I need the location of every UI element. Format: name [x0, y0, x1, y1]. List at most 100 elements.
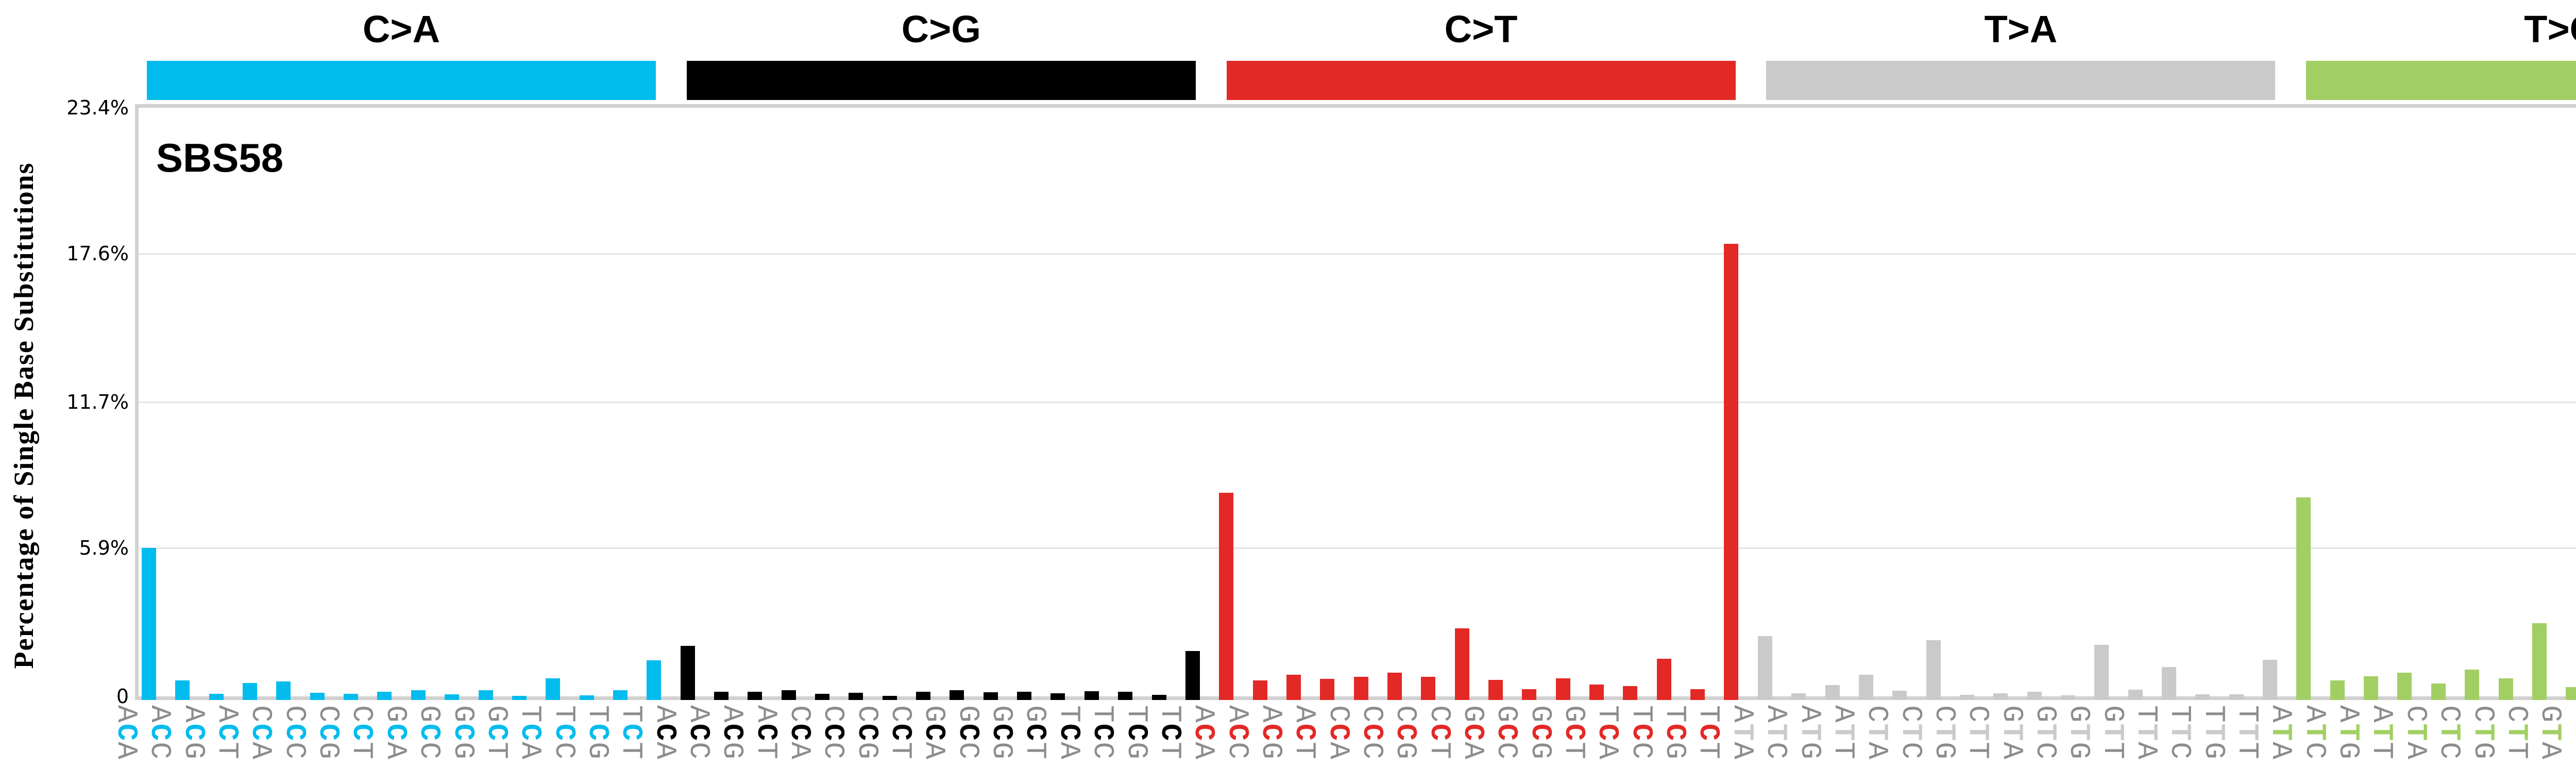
category-label-T>A: T>A	[1984, 7, 2058, 51]
context-label-C>A-TCT: TCT	[615, 705, 648, 760]
signature-title: SBS58	[156, 135, 284, 180]
context-base: T	[1288, 742, 1321, 760]
context-base: A	[2264, 742, 2298, 760]
context-label-T>A-TTA: TTA	[2130, 705, 2163, 760]
bar-C>G-GCA	[950, 690, 964, 700]
context-base: C	[1961, 705, 1995, 724]
context-base: G	[379, 705, 412, 724]
context-base: T	[1961, 742, 1995, 760]
context-base: T	[1120, 705, 1153, 724]
context-base: C	[783, 705, 816, 724]
context-base: G	[2062, 742, 2096, 760]
mutated-base: C	[1456, 723, 1489, 742]
context-base: G	[2197, 742, 2230, 760]
context-base: A	[1793, 705, 1826, 724]
bar-C>G-ACA	[680, 646, 695, 700]
context-base: A	[1995, 742, 2028, 760]
context-base: T	[1658, 705, 1692, 724]
context-base: C	[1894, 742, 1927, 760]
context-base: G	[1557, 705, 1591, 724]
bar-C>G-GCG	[1017, 692, 1032, 700]
context-base: T	[514, 705, 547, 724]
mutated-base: C	[581, 723, 614, 742]
mutated-base: T	[1793, 723, 1826, 742]
context-base: A	[1187, 705, 1221, 724]
bar-T>A-CTC	[1926, 640, 1941, 700]
mutated-base: C	[278, 723, 311, 742]
bar-T>A-GTT	[2128, 689, 2143, 700]
mutated-base: C	[1321, 723, 1355, 742]
context-label-T>A-TTT: TTT	[2231, 705, 2264, 760]
context-base: G	[1389, 742, 1422, 760]
mutated-base: T	[2231, 723, 2264, 742]
bar-C>G-CCA	[815, 694, 829, 700]
context-base: A	[514, 742, 547, 760]
context-base: T	[2231, 705, 2264, 724]
mutated-base: C	[951, 723, 985, 742]
context-label-C>A-CCG: CCG	[312, 705, 345, 760]
mutated-base: C	[1389, 723, 1422, 742]
context-base: C	[1894, 705, 1927, 724]
mutated-base: T	[2096, 723, 2129, 742]
context-base: A	[1725, 705, 1759, 724]
context-base: C	[682, 742, 715, 760]
context-base: T	[2365, 742, 2399, 760]
context-label-C>A-ACG: ACG	[177, 705, 210, 760]
bar-T>A-ATC	[1791, 693, 1806, 700]
mutated-base: C	[1658, 723, 1692, 742]
context-base: G	[2028, 705, 2062, 724]
context-base: G	[1523, 705, 1557, 724]
context-label-C>A-GCC: GCC	[413, 705, 446, 760]
bar-C>T-CCC	[1387, 673, 1402, 700]
context-label-C>G-CCT: CCT	[884, 705, 917, 760]
mutated-base: C	[783, 723, 816, 742]
mutated-base: C	[177, 723, 210, 742]
bar-T>A-TTC	[2195, 694, 2210, 700]
bar-C>T-CCA	[1353, 676, 1368, 700]
context-base: G	[985, 705, 1019, 724]
context-base: T	[1153, 742, 1187, 760]
context-label-T>C-GTC: GTC	[2568, 705, 2576, 760]
context-base: T	[2197, 705, 2230, 724]
context-base: T	[1591, 705, 1624, 724]
context-label-C>T-TCA: TCA	[1591, 705, 1624, 760]
context-label-C>G-ACA: ACA	[648, 705, 682, 760]
context-label-C>A-ACC: ACC	[143, 705, 177, 760]
context-base: G	[2568, 705, 2576, 724]
context-label-T>C-CTA: CTA	[2399, 705, 2432, 760]
bar-C>T-GCC	[1522, 689, 1537, 700]
context-base: T	[1153, 705, 1187, 724]
context-label-C>G-CCC: CCC	[817, 705, 850, 760]
bar-C>A-ACG	[209, 694, 224, 700]
context-label-C>T-GCA: GCA	[1456, 705, 1489, 760]
context-label-C>T-CCG: CCG	[1389, 705, 1422, 760]
bar-T>A-ATT	[1858, 674, 1873, 700]
context-base: C	[1927, 705, 1961, 724]
context-label-C>T-GCC: GCC	[1490, 705, 1523, 760]
context-base: G	[1456, 705, 1489, 724]
context-label-C>G-ACT: ACT	[750, 705, 783, 760]
bar-C>A-GCA	[411, 690, 426, 700]
bar-C>A-TCC	[579, 695, 594, 700]
context-label-C>A-TCA: TCA	[514, 705, 547, 760]
context-label-T>A-CTT: CTT	[1961, 705, 1995, 760]
context-label-C>T-CCT: CCT	[1423, 705, 1456, 760]
context-base: T	[2130, 705, 2163, 724]
context-base: G	[1019, 705, 1052, 724]
context-base: A	[682, 705, 715, 724]
mutated-base: C	[110, 723, 143, 742]
bar-C>A-TCG	[613, 690, 628, 700]
bar-C>A-CCC	[310, 693, 325, 700]
context-base: A	[110, 742, 143, 760]
context-base: C	[1355, 705, 1388, 724]
context-label-C>A-ACA: ACA	[110, 705, 143, 760]
context-base: A	[1254, 705, 1287, 724]
mutated-base: C	[1355, 723, 1388, 742]
context-base: C	[2399, 705, 2432, 724]
bar-C>T-CCG	[1421, 676, 1436, 700]
context-base: G	[480, 705, 513, 724]
context-base: T	[2231, 742, 2264, 760]
bar-T>A-GTC	[2060, 695, 2075, 700]
context-base: A	[143, 705, 177, 724]
context-base: A	[648, 705, 682, 724]
